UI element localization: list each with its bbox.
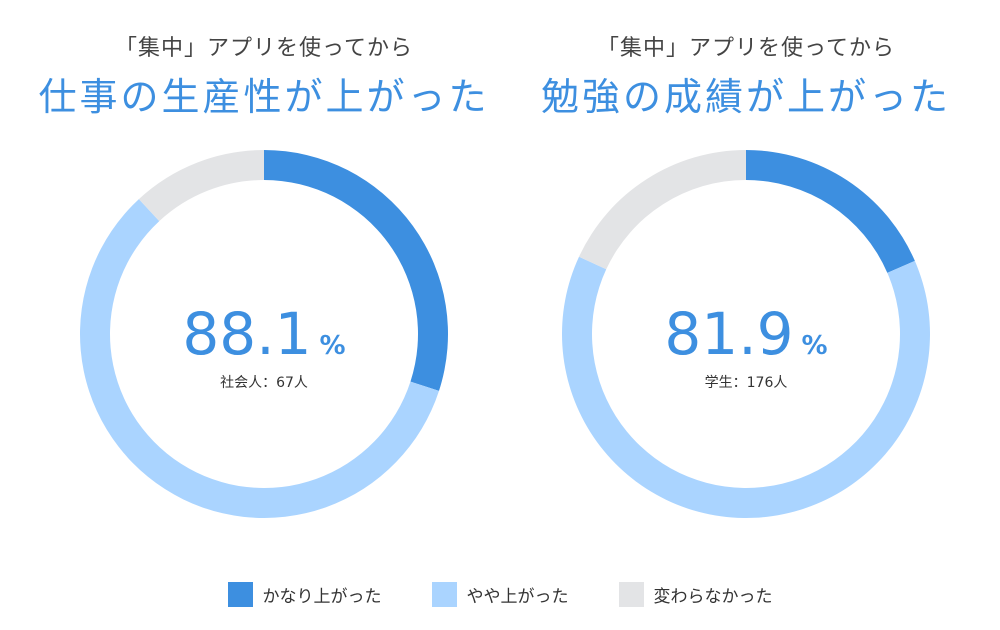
legend-label: かなり上がった	[262, 587, 382, 607]
center-value: 88.1	[182, 300, 312, 368]
center-value: 81.9	[664, 300, 794, 368]
legend-swatch	[227, 582, 253, 607]
chart-title: 勉強の成績が上がった	[540, 75, 951, 119]
legend-item-slight: やや上がった	[431, 582, 569, 607]
chart-panel-work: 「集中」アプリを使ってから 仕事の生産性が上がった 88.1% 社会人：67人	[14, 0, 514, 560]
legend-label: 変わらなかった	[653, 587, 773, 607]
legend: かなり上がった やや上がった 変わらなかった	[0, 582, 1000, 607]
legend-item-significant: かなり上がった	[227, 582, 382, 607]
center-percentage: 81.9%	[496, 300, 996, 368]
slice-slight	[80, 199, 439, 518]
legend-label: やや上がった	[466, 587, 569, 607]
chart-subtitle: 「集中」アプリを使ってから	[597, 36, 895, 61]
chart-panel-study: 「集中」アプリを使ってから 勉強の成績が上がった 81.9% 学生：176人	[496, 0, 996, 560]
chart-subtitle: 「集中」アプリを使ってから	[115, 36, 413, 61]
slice-unchanged	[579, 150, 746, 270]
slice-significant	[746, 150, 915, 273]
percent-unit: %	[801, 331, 828, 361]
slice-significant	[264, 150, 448, 391]
slice-slight	[562, 256, 930, 518]
center-percentage: 88.1%	[14, 300, 514, 368]
sample-size-label: 学生：176人	[704, 375, 788, 391]
chart-title: 仕事の生産性が上がった	[38, 75, 490, 119]
slice-unchanged	[138, 150, 264, 222]
donut-chart-study	[562, 150, 930, 518]
donut-chart-work	[80, 150, 448, 518]
legend-item-unchanged: 変わらなかった	[618, 582, 773, 607]
sample-size-label: 社会人：67人	[220, 375, 308, 391]
percent-unit: %	[319, 331, 346, 361]
legend-swatch	[618, 582, 644, 607]
legend-swatch	[431, 582, 457, 607]
